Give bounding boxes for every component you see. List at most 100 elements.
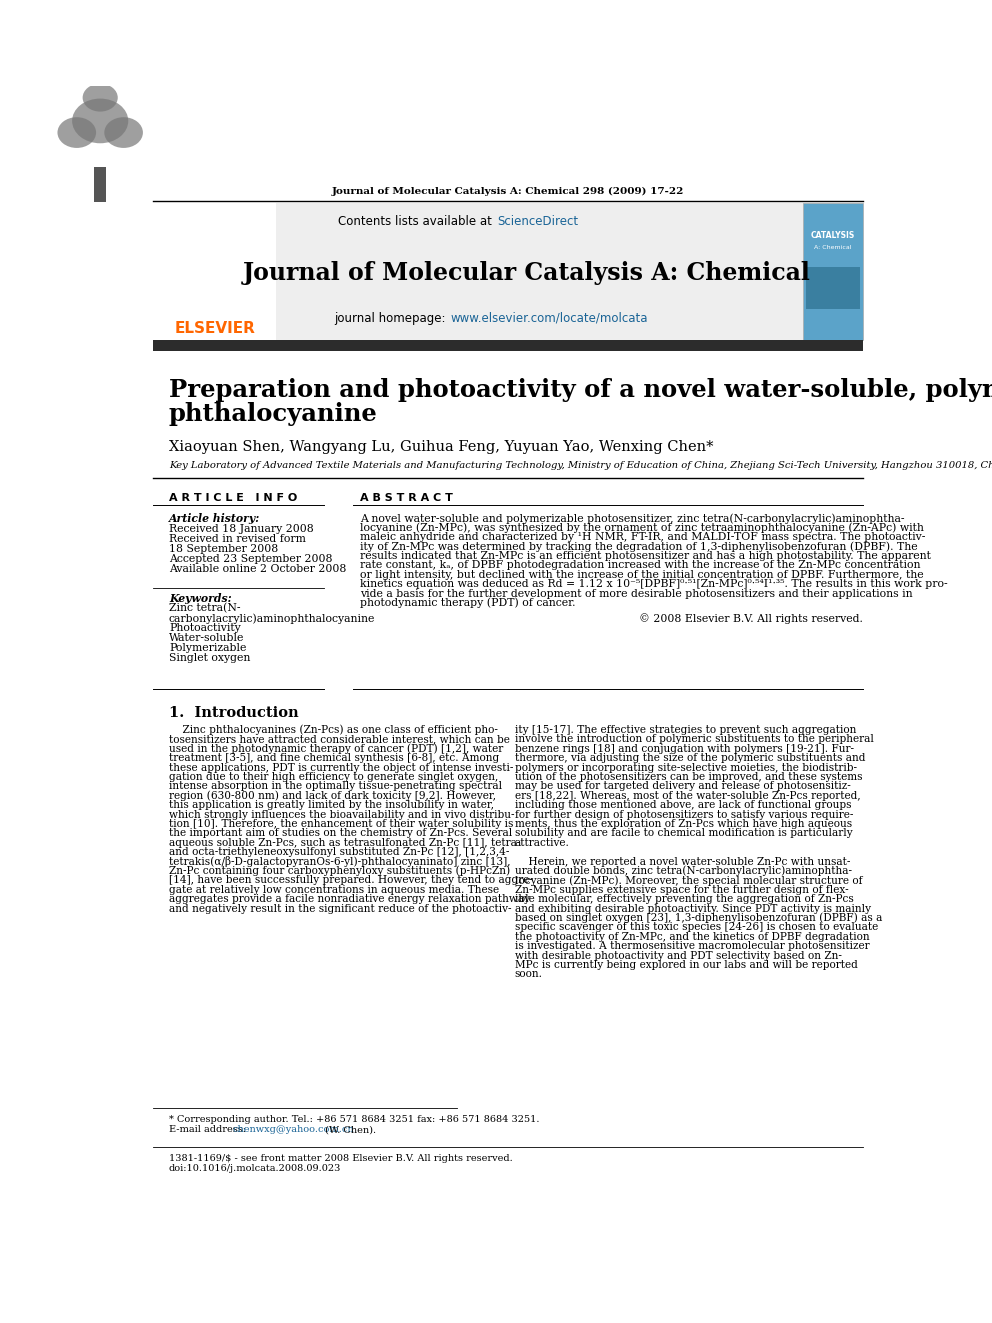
- Text: Photoactivity: Photoactivity: [169, 623, 241, 634]
- Text: benzene rings [18] and conjugation with polymers [19-21]. Fur-: benzene rings [18] and conjugation with …: [515, 744, 853, 754]
- Text: used in the photodynamic therapy of cancer (PDT) [1,2], water: used in the photodynamic therapy of canc…: [169, 744, 503, 754]
- Text: * Corresponding author. Tel.: +86 571 8684 3251 fax: +86 571 8684 3251.: * Corresponding author. Tel.: +86 571 86…: [169, 1115, 540, 1125]
- Text: Received 18 January 2008: Received 18 January 2008: [169, 524, 313, 534]
- Text: specific scavenger of this toxic species [24-26] is chosen to evaluate: specific scavenger of this toxic species…: [515, 922, 878, 933]
- Text: tetrakis(α/β-D-galactopyranOs-6-yl)-phthalocyaninato] zinc [13],: tetrakis(α/β-D-galactopyranOs-6-yl)-phth…: [169, 856, 511, 867]
- Text: polymers or incorporating site-selective moieties, the biodistrib-: polymers or incorporating site-selective…: [515, 762, 857, 773]
- Bar: [154, 202, 863, 340]
- Text: A: Chemical: A: Chemical: [814, 245, 852, 250]
- Text: and exhibiting desirable photoactivity. Since PDT activity is mainly: and exhibiting desirable photoactivity. …: [515, 904, 871, 914]
- Bar: [94, 168, 106, 202]
- Text: aggregates provide a facile nonradiative energy relaxation pathway: aggregates provide a facile nonradiative…: [169, 894, 530, 904]
- Text: is investigated. A thermosensitive macromolecular photosensitizer: is investigated. A thermosensitive macro…: [515, 941, 869, 951]
- Text: with desirable photoactivity and PDT selectivity based on Zn-: with desirable photoactivity and PDT sel…: [515, 950, 841, 960]
- Text: based on singlet oxygen [23], 1,3-diphenylisobenzofuran (DPBF) as a: based on singlet oxygen [23], 1,3-diphen…: [515, 913, 882, 923]
- Text: may be used for targeted delivery and release of photosensitiz-: may be used for targeted delivery and re…: [515, 782, 850, 791]
- Text: A novel water-soluble and polymerizable photosensitizer, zinc tetra(N-carbonylac: A novel water-soluble and polymerizable …: [360, 513, 905, 524]
- Text: tion [10]. Therefore, the enhancement of their water solubility is: tion [10]. Therefore, the enhancement of…: [169, 819, 513, 830]
- Text: region (630-800 nm) and lack of dark toxicity [9,2]. However,: region (630-800 nm) and lack of dark tox…: [169, 791, 496, 802]
- Text: © 2008 Elsevier B.V. All rights reserved.: © 2008 Elsevier B.V. All rights reserved…: [640, 613, 863, 624]
- Text: Polymerizable: Polymerizable: [169, 643, 246, 654]
- Text: MPc is currently being explored in our labs and will be reported: MPc is currently being explored in our l…: [515, 960, 857, 970]
- Text: Xiaoyuan Shen, Wangyang Lu, Guihua Feng, Yuyuan Yao, Wenxing Chen*: Xiaoyuan Shen, Wangyang Lu, Guihua Feng,…: [169, 439, 713, 454]
- Text: ution of the photosensitizers can be improved, and these systems: ution of the photosensitizers can be imp…: [515, 773, 862, 782]
- Text: Zn-MPc supplies extensive space for the further design of flex-: Zn-MPc supplies extensive space for the …: [515, 885, 848, 894]
- Text: Singlet oxygen: Singlet oxygen: [169, 654, 250, 664]
- Bar: [154, 340, 863, 352]
- Text: treatment [3-5], and fine chemical synthesis [6-8], etc. Among: treatment [3-5], and fine chemical synth…: [169, 753, 499, 763]
- Text: urated double bonds, zinc tetra(N-carbonylacrylic)aminophtha-: urated double bonds, zinc tetra(N-carbon…: [515, 865, 851, 876]
- Text: journal homepage:: journal homepage:: [334, 312, 449, 324]
- Text: A R T I C L E   I N F O: A R T I C L E I N F O: [169, 492, 298, 503]
- Text: Journal of Molecular Catalysis A: Chemical: Journal of Molecular Catalysis A: Chemic…: [243, 261, 810, 284]
- Text: ers [18,22]. Whereas, most of the water-soluble Zn-Pcs reported,: ers [18,22]. Whereas, most of the water-…: [515, 791, 860, 800]
- Bar: [806, 266, 860, 308]
- Text: Zinc phthalocyanines (Zn-Pcs) as one class of efficient pho-: Zinc phthalocyanines (Zn-Pcs) as one cla…: [169, 725, 498, 736]
- Text: Contents lists available at: Contents lists available at: [338, 216, 496, 229]
- Text: phthalocyanine: phthalocyanine: [169, 402, 378, 426]
- Text: ScienceDirect: ScienceDirect: [497, 216, 578, 229]
- Text: CATALYSIS: CATALYSIS: [811, 232, 855, 241]
- Text: Accepted 23 September 2008: Accepted 23 September 2008: [169, 554, 332, 564]
- Text: Preparation and photoactivity of a novel water-soluble, polymerizable zinc: Preparation and photoactivity of a novel…: [169, 378, 992, 402]
- Text: Water-soluble: Water-soluble: [169, 634, 244, 643]
- Ellipse shape: [72, 99, 128, 143]
- Text: ible molecular, effectively preventing the aggregation of Zn-Pcs: ible molecular, effectively preventing t…: [515, 894, 853, 904]
- Text: which strongly influences the bioavailability and in vivo distribu-: which strongly influences the bioavailab…: [169, 810, 515, 820]
- Text: and octa-triethyleneoxysulfonyl substituted Zn-Pc [12], [1,2,3,4-: and octa-triethyleneoxysulfonyl substitu…: [169, 847, 509, 857]
- Text: photodynamic therapy (PDT) of cancer.: photodynamic therapy (PDT) of cancer.: [360, 598, 576, 609]
- Text: Herein, we reported a novel water-soluble Zn-Pc with unsat-: Herein, we reported a novel water-solubl…: [515, 856, 850, 867]
- Text: ments, thus the exploration of Zn-Pcs which have high aqueous: ments, thus the exploration of Zn-Pcs wh…: [515, 819, 852, 830]
- Text: including those mentioned above, are lack of functional groups: including those mentioned above, are lac…: [515, 800, 851, 810]
- Text: maleic anhydride and characterized by ¹H NMR, FT-IR, and MALDI-TOF mass spectra.: maleic anhydride and characterized by ¹H…: [360, 532, 926, 542]
- Text: carbonylacrylic)aminophthalocyanine: carbonylacrylic)aminophthalocyanine: [169, 613, 375, 623]
- Text: the photoactivity of Zn-MPc, and the kinetics of DPBF degradation: the photoactivity of Zn-MPc, and the kin…: [515, 931, 869, 942]
- Text: E-mail address:: E-mail address:: [169, 1126, 249, 1134]
- Text: gation due to their high efficiency to generate singlet oxygen,: gation due to their high efficiency to g…: [169, 773, 498, 782]
- Text: and negatively result in the significant reduce of the photoactiv-: and negatively result in the significant…: [169, 904, 512, 914]
- Text: vide a basis for the further development of more desirable photosensitizers and : vide a basis for the further development…: [360, 589, 913, 598]
- Ellipse shape: [58, 118, 96, 148]
- Bar: [803, 202, 863, 340]
- Text: A B S T R A C T: A B S T R A C T: [360, 492, 453, 503]
- Ellipse shape: [82, 83, 118, 111]
- Text: results indicated that Zn-MPc is an efficient photosensitizer and has a high pho: results indicated that Zn-MPc is an effi…: [360, 550, 931, 561]
- Text: involve the introduction of polymeric substituents to the peripheral: involve the introduction of polymeric su…: [515, 734, 874, 745]
- Text: doi:10.1016/j.molcata.2008.09.023: doi:10.1016/j.molcata.2008.09.023: [169, 1164, 341, 1172]
- Text: [14], have been successfully prepared. However, they tend to aggre-: [14], have been successfully prepared. H…: [169, 876, 533, 885]
- Text: rate constant, kₐ, of DPBF photodegradation increased with the increase of the Z: rate constant, kₐ, of DPBF photodegradat…: [360, 561, 921, 570]
- Text: ity [15-17]. The effective strategies to prevent such aggregation: ity [15-17]. The effective strategies to…: [515, 725, 856, 736]
- Ellipse shape: [104, 118, 143, 148]
- Text: intense absorption in the optimally tissue-penetrating spectral: intense absorption in the optimally tiss…: [169, 782, 502, 791]
- Text: tosensitizers have attracted considerable interest, which can be: tosensitizers have attracted considerabl…: [169, 734, 510, 745]
- Text: kinetics equation was deduced as Rd = 1.12 x 10⁻⁵[DPBF]⁰·⁵¹[Zn-MPc]⁰·⁵⁴I¹·³⁵. Th: kinetics equation was deduced as Rd = 1.…: [360, 579, 948, 589]
- Text: chenwxg@yahoo.com.cn: chenwxg@yahoo.com.cn: [232, 1126, 354, 1134]
- Text: the important aim of studies on the chemistry of Zn-Pcs. Several: the important aim of studies on the chem…: [169, 828, 512, 839]
- Text: Received in revised form: Received in revised form: [169, 534, 306, 544]
- Text: this application is greatly limited by the insolubility in water,: this application is greatly limited by t…: [169, 800, 494, 810]
- Text: these applications, PDT is currently the object of intense investi-: these applications, PDT is currently the…: [169, 762, 513, 773]
- Text: Article history:: Article history:: [169, 513, 260, 524]
- Text: 1381-1169/$ - see front matter 2008 Elsevier B.V. All rights reserved.: 1381-1169/$ - see front matter 2008 Else…: [169, 1154, 513, 1163]
- Text: Journal of Molecular Catalysis A: Chemical 298 (2009) 17-22: Journal of Molecular Catalysis A: Chemic…: [332, 187, 684, 196]
- Text: www.elsevier.com/locate/molcata: www.elsevier.com/locate/molcata: [450, 312, 648, 324]
- Text: thermore, via adjusting the size of the polymeric substituents and: thermore, via adjusting the size of the …: [515, 753, 865, 763]
- Text: locyanine (Zn-MPc). Moreover, the special molecular structure of: locyanine (Zn-MPc). Moreover, the specia…: [515, 875, 862, 885]
- Text: Zn-Pc containing four carboxyphenyloxy substituents (p-HPcZn): Zn-Pc containing four carboxyphenyloxy s…: [169, 865, 510, 876]
- Text: Keywords:: Keywords:: [169, 593, 231, 603]
- Text: ELSEVIER: ELSEVIER: [175, 320, 255, 336]
- Text: or light intensity, but declined with the increase of the initial concentration : or light intensity, but declined with th…: [360, 570, 924, 579]
- Text: locyanine (Zn-MPc), was synthesized by the ornament of zinc tetraaminophthalocya: locyanine (Zn-MPc), was synthesized by t…: [360, 523, 925, 533]
- Text: 1.  Introduction: 1. Introduction: [169, 706, 299, 720]
- Bar: [154, 202, 276, 340]
- Text: (W. Chen).: (W. Chen).: [321, 1126, 376, 1134]
- Text: Zinc tetra(N-: Zinc tetra(N-: [169, 603, 240, 614]
- Text: ity of Zn-MPc was determined by tracking the degradation of 1,3-diphenylisobenzo: ity of Zn-MPc was determined by tracking…: [360, 541, 918, 552]
- Text: 18 September 2008: 18 September 2008: [169, 544, 278, 554]
- Text: attractive.: attractive.: [515, 837, 569, 848]
- Text: solubility and are facile to chemical modification is particularly: solubility and are facile to chemical mo…: [515, 828, 852, 839]
- Text: for further design of photosensitizers to satisfy various require-: for further design of photosensitizers t…: [515, 810, 853, 820]
- Text: Key Laboratory of Advanced Textile Materials and Manufacturing Technology, Minis: Key Laboratory of Advanced Textile Mater…: [169, 460, 992, 470]
- Text: gate at relatively low concentrations in aqueous media. These: gate at relatively low concentrations in…: [169, 885, 499, 894]
- Text: aqueous soluble Zn-Pcs, such as tetrasulfonated Zn-Pc [11], tetra-: aqueous soluble Zn-Pcs, such as tetrasul…: [169, 837, 521, 848]
